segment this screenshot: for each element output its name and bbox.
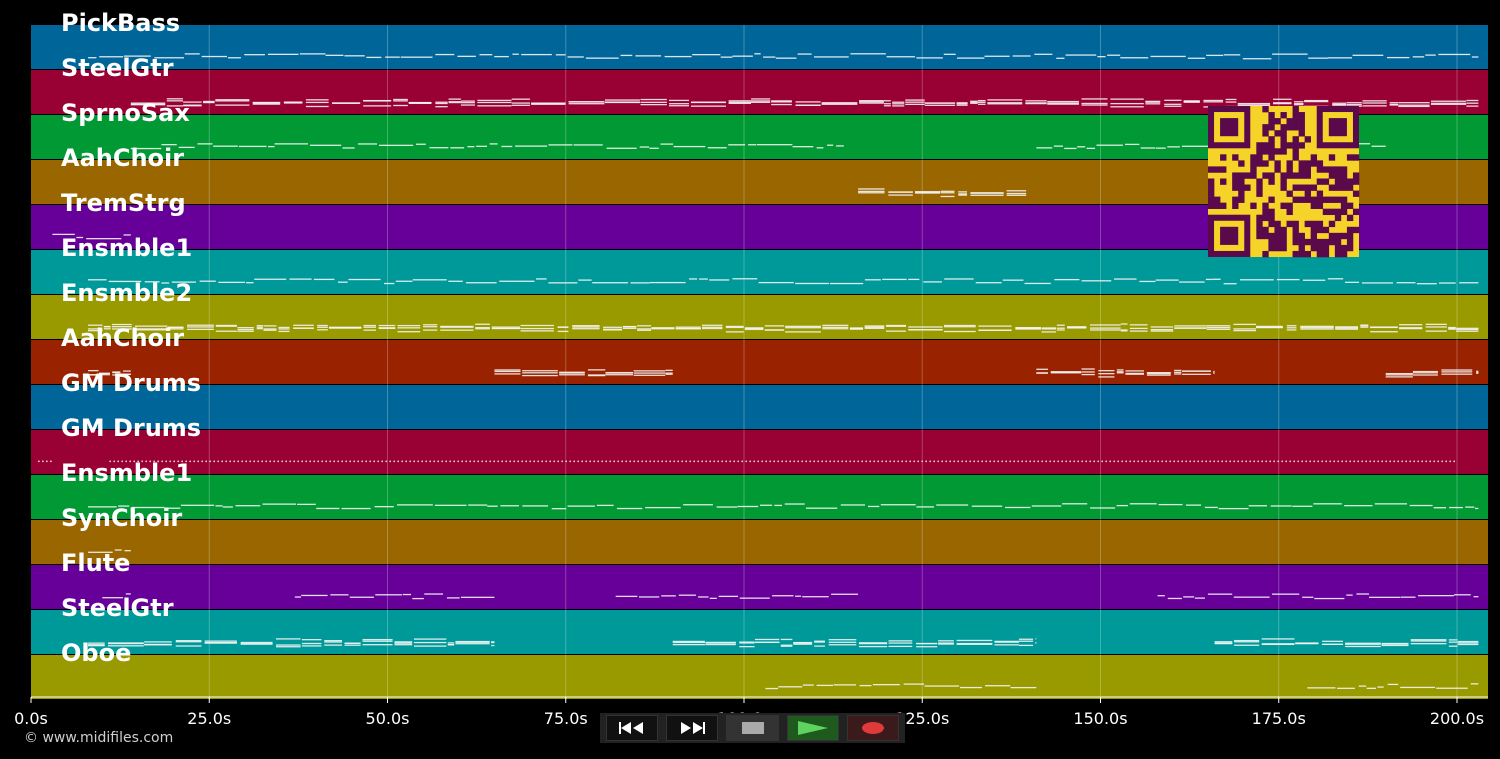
record-button[interactable] <box>846 715 900 741</box>
time-tick-label: 50.0s <box>366 709 410 728</box>
note-segment <box>494 369 673 377</box>
note-segment <box>38 460 52 463</box>
time-tick-label: 75.0s <box>544 709 588 728</box>
note-segment <box>1214 638 1479 648</box>
time-gridlines <box>208 25 1458 700</box>
transport-controls <box>600 713 905 743</box>
play-icon <box>797 721 828 735</box>
note-segment <box>88 369 131 376</box>
note-segment <box>88 53 1479 60</box>
time-tick-label: 0.0s <box>14 709 48 728</box>
track-label-6: Ensmble1 <box>61 234 192 262</box>
track-lane-10 <box>31 430 1488 474</box>
fast-forward-icon <box>681 722 706 734</box>
track-labels: PickBass SteelGtr SprnoSax AahChoir TremStrg… <box>61 9 201 667</box>
copyright-text: © www.midifiles.com <box>24 730 174 746</box>
note-segment <box>294 593 495 600</box>
track-label-5: TremStrg <box>61 189 186 217</box>
track-label-3: SprnoSax <box>61 99 190 127</box>
track-label-2: SteelGtr <box>61 54 174 82</box>
note-segment <box>88 323 1479 333</box>
note-segment <box>765 683 1037 690</box>
track-label-11: Ensmble1 <box>61 459 192 487</box>
note-segment <box>52 233 131 240</box>
track-label-4: AahChoir <box>61 144 184 172</box>
track-label-14: SteelGtr <box>61 594 174 622</box>
note-segment <box>1157 593 1479 600</box>
track-label-15: Oboe <box>61 639 131 667</box>
track-lane-6 <box>31 250 1488 294</box>
track-label-10: GM Drums <box>61 414 201 442</box>
track-label-9: GM Drums <box>61 369 201 397</box>
note-segment <box>1385 369 1479 378</box>
note-segment <box>88 549 131 553</box>
track-label-7: Ensmble2 <box>61 279 192 307</box>
qr-code-icon <box>1208 106 1360 258</box>
record-icon <box>861 722 884 734</box>
time-tick-label: 175.0s <box>1252 709 1306 728</box>
track-lane-8 <box>31 340 1488 384</box>
note-segment <box>672 638 1037 648</box>
note-segment <box>1307 683 1479 689</box>
track-lanes <box>31 25 1488 700</box>
rewind-icon <box>619 722 644 734</box>
time-tick-label: 125.0s <box>895 709 949 728</box>
track-lane-11 <box>31 475 1488 519</box>
track-lane-14 <box>31 610 1488 654</box>
note-segment <box>109 460 1455 463</box>
track-lane-12 <box>31 520 1488 564</box>
track-lane-13 <box>31 565 1488 609</box>
time-tick-label: 200.0s <box>1430 709 1484 728</box>
track-label-12: SynChoir <box>61 504 182 532</box>
time-tick-label: 150.0s <box>1073 709 1127 728</box>
note-segment <box>88 638 495 648</box>
rewind-button[interactable] <box>606 715 659 741</box>
track-label-1: PickBass <box>61 9 180 37</box>
stop-button[interactable] <box>726 715 779 741</box>
play-button[interactable] <box>786 715 839 741</box>
time-tick-label: 25.0s <box>187 709 231 728</box>
note-segment <box>615 593 859 600</box>
note-segment <box>1036 368 1215 378</box>
track-lane-7 <box>31 295 1488 339</box>
stop-icon <box>741 722 764 734</box>
track-label-8: AahChoir <box>61 324 184 352</box>
note-segment <box>858 188 1027 198</box>
track-label-13: Flute <box>61 549 130 577</box>
note-segment <box>88 278 1479 285</box>
note-bars <box>38 53 1479 690</box>
note-segment <box>88 503 1479 510</box>
note-segment <box>130 143 844 150</box>
track-lane-15 <box>31 655 1488 699</box>
note-segment <box>102 593 131 599</box>
track-lane-9 <box>31 385 1488 429</box>
track-lane-1 <box>31 25 1488 69</box>
fast-forward-button[interactable] <box>666 715 719 741</box>
